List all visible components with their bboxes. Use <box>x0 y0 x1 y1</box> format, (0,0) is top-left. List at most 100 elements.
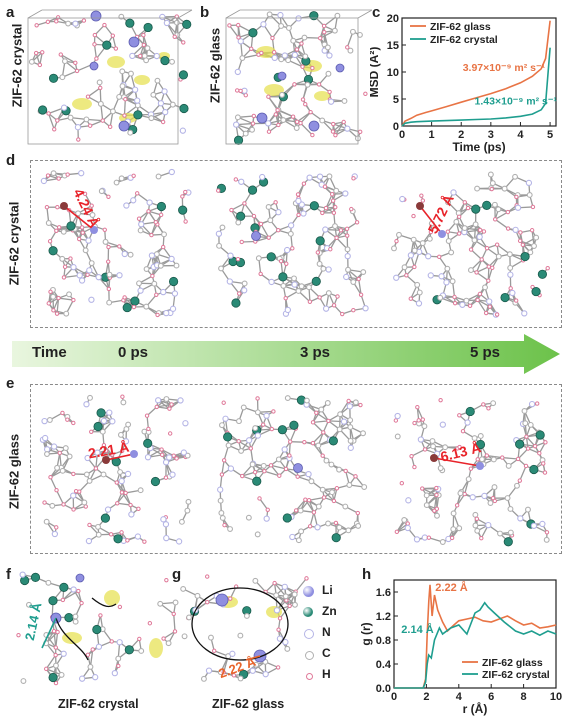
li-atom <box>438 230 446 238</box>
h-atom <box>517 478 523 483</box>
n-atom <box>160 288 167 296</box>
rdf-ytick-label: 1.6 <box>376 587 391 599</box>
n-atom <box>289 533 296 541</box>
h-atom <box>542 470 548 475</box>
n-atom <box>74 124 82 131</box>
c-atom <box>83 471 90 478</box>
h-atom <box>205 599 210 605</box>
n-atom <box>238 178 245 185</box>
h-atom <box>345 233 350 238</box>
msd-annotation-glass: 3.97×10⁻⁹ m² s⁻¹ <box>463 62 546 74</box>
c-atom <box>472 522 479 529</box>
rdf-xtick-label: 2 <box>423 691 429 703</box>
bond <box>173 613 176 632</box>
zn-atom <box>247 185 258 195</box>
bond <box>416 407 420 421</box>
c-atom <box>249 126 256 133</box>
c-atom <box>217 497 224 504</box>
h-atom <box>340 311 345 317</box>
h-atom <box>45 19 51 25</box>
n-atom <box>525 179 533 187</box>
h-atom <box>120 394 125 399</box>
zn-atom <box>178 70 189 80</box>
legend-zn-dot-icon <box>303 607 313 617</box>
n-atom <box>40 177 48 185</box>
h-atom <box>326 418 331 424</box>
c-atom <box>238 447 245 454</box>
h-atom <box>252 469 258 475</box>
h-atom <box>57 450 62 456</box>
c-atom <box>495 206 502 213</box>
c-atom <box>137 487 144 494</box>
c-atom <box>273 592 280 599</box>
n-atom <box>327 98 335 105</box>
rdf-legend-label: ZIF-62 crystal <box>482 669 550 681</box>
zn-atom <box>315 236 325 246</box>
c-atom <box>434 512 440 519</box>
n-atom <box>159 13 166 21</box>
h-atom <box>33 50 39 56</box>
bond <box>416 406 424 420</box>
c-atom <box>234 114 241 121</box>
c-atom <box>326 173 333 180</box>
c-atom <box>260 462 267 469</box>
n-atom <box>322 226 329 233</box>
panel-e-snapshot-5ps <box>393 397 550 547</box>
framework-group <box>27 9 193 145</box>
h-atom <box>249 46 254 52</box>
h-atom <box>65 417 70 422</box>
bond <box>476 266 490 273</box>
zn-atom <box>156 201 167 212</box>
h-atom <box>541 461 546 466</box>
h-atom <box>411 213 416 219</box>
h-atom <box>462 491 467 497</box>
h-atom <box>331 210 337 216</box>
n-atom <box>509 289 516 297</box>
rdf-ylabel: g (r) <box>360 622 373 645</box>
c-atom <box>106 271 113 278</box>
h-atom <box>258 271 263 277</box>
zn-atom <box>223 432 233 442</box>
h-atom <box>486 406 491 411</box>
c-atom <box>185 498 192 505</box>
bond <box>161 448 175 457</box>
c-atom <box>336 466 343 473</box>
h-atom <box>278 258 284 264</box>
c-atom <box>240 404 247 411</box>
h-atom <box>106 244 111 250</box>
n-atom <box>393 274 400 281</box>
c-atom <box>487 500 494 506</box>
zn-atom <box>309 11 319 21</box>
c-atom <box>505 462 512 469</box>
c-atom <box>218 510 225 516</box>
zn-atom <box>168 276 179 287</box>
zn-atom <box>178 205 188 215</box>
rdf-ytick-label: 0.0 <box>376 683 391 695</box>
c-atom <box>28 58 35 65</box>
h-atom <box>131 304 137 310</box>
n-atom <box>179 127 187 134</box>
c-atom <box>472 511 479 518</box>
c-atom <box>43 518 50 525</box>
li-atom <box>335 63 345 73</box>
h-atom <box>330 198 336 203</box>
c-atom <box>216 242 223 249</box>
h-atom <box>270 35 275 41</box>
h-atom <box>85 272 90 277</box>
h-atom <box>146 426 151 432</box>
n-atom <box>291 51 299 59</box>
bond <box>52 297 60 311</box>
h-atom <box>161 636 166 641</box>
c-atom <box>173 262 180 269</box>
h-atom <box>301 181 307 186</box>
msd-xtick-label: 3 <box>488 129 494 141</box>
c-atom <box>341 98 348 104</box>
n-atom <box>222 415 229 422</box>
h-atom <box>53 645 58 650</box>
c-atom <box>332 223 338 230</box>
h-atom <box>115 501 120 506</box>
c-atom <box>323 457 330 464</box>
c-atom <box>86 477 93 484</box>
li-atom <box>90 226 98 234</box>
zn-atom <box>92 624 102 635</box>
